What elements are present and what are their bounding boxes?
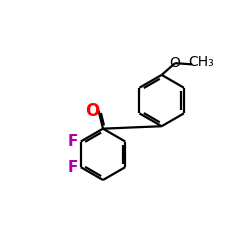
Text: CH₃: CH₃ <box>189 56 214 70</box>
Text: F: F <box>68 160 78 175</box>
Text: O: O <box>170 56 180 70</box>
Text: O: O <box>85 102 100 119</box>
Text: F: F <box>68 134 78 149</box>
